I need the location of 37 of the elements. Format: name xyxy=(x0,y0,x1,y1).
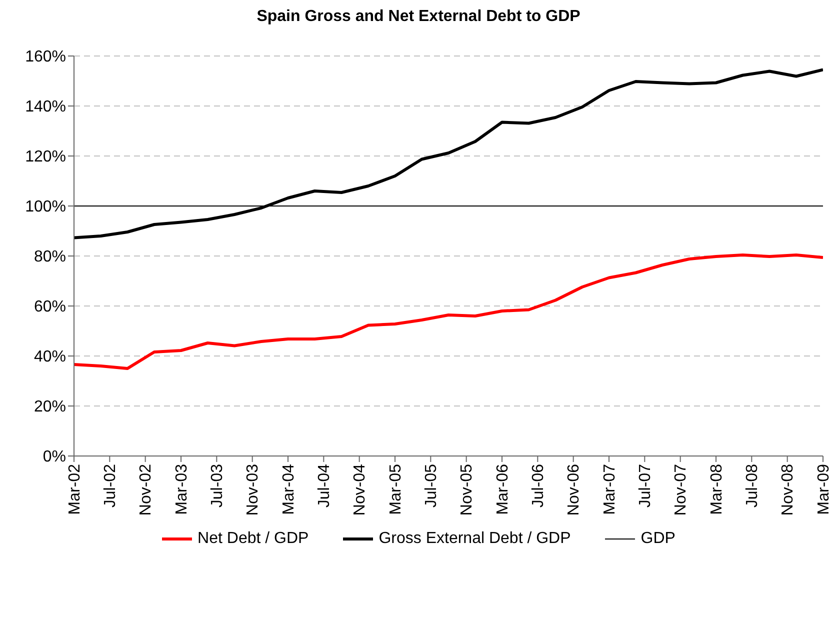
legend-label: GDP xyxy=(640,530,676,548)
x-tick-label: Nov-02 xyxy=(138,464,155,516)
x-tick-label: Nov-07 xyxy=(672,464,690,516)
y-tick-label: 60% xyxy=(34,298,66,316)
x-tick-label: Mar-02 xyxy=(66,464,84,515)
x-tick-label: Nov-03 xyxy=(244,464,262,516)
x-tick-label: Mar-08 xyxy=(708,464,726,515)
x-tick-label: Jul-06 xyxy=(530,464,548,508)
x-tick-label: Mar-06 xyxy=(494,464,512,515)
line-series xyxy=(74,68,823,240)
x-tick-label: Mar-05 xyxy=(387,464,404,515)
legend-label: Gross External Debt / GDP xyxy=(378,530,571,548)
line-series xyxy=(74,254,823,370)
y-tick-label: 80% xyxy=(34,248,66,266)
x-tick-label: Jul-07 xyxy=(637,464,654,508)
chart-title: Spain Gross and Net External Debt to GDP xyxy=(256,8,582,26)
x-tick-label: Nov-05 xyxy=(458,464,476,516)
x-tick-label: Jul-04 xyxy=(316,464,334,508)
x-tick-label: Jul-03 xyxy=(209,464,226,508)
x-tick-label: Jul-02 xyxy=(102,464,120,508)
y-tick-label: 40% xyxy=(34,348,66,366)
x-tick-label: Nov-06 xyxy=(566,464,583,516)
y-tick-label: 120% xyxy=(25,148,66,166)
x-tick-label: Mar-07 xyxy=(601,464,618,515)
x-tick-label: Nov-08 xyxy=(780,464,797,516)
y-tick-label: 20% xyxy=(34,398,66,416)
x-tick-label: Mar-04 xyxy=(280,464,298,515)
legend-label: Net Debt / GDP xyxy=(198,530,309,548)
x-tick-label: Mar-03 xyxy=(173,464,190,515)
x-tick-label: Mar-09 xyxy=(815,464,832,515)
x-tick-label: Nov-04 xyxy=(352,464,369,516)
x-tick-label: Jul-08 xyxy=(744,464,762,508)
x-tick-label: Jul-05 xyxy=(423,464,440,508)
y-tick-label: 140% xyxy=(25,98,66,116)
y-tick-label: 160% xyxy=(25,48,66,66)
y-tick-label: 0% xyxy=(42,448,66,466)
y-tick-label: 100% xyxy=(25,198,66,216)
